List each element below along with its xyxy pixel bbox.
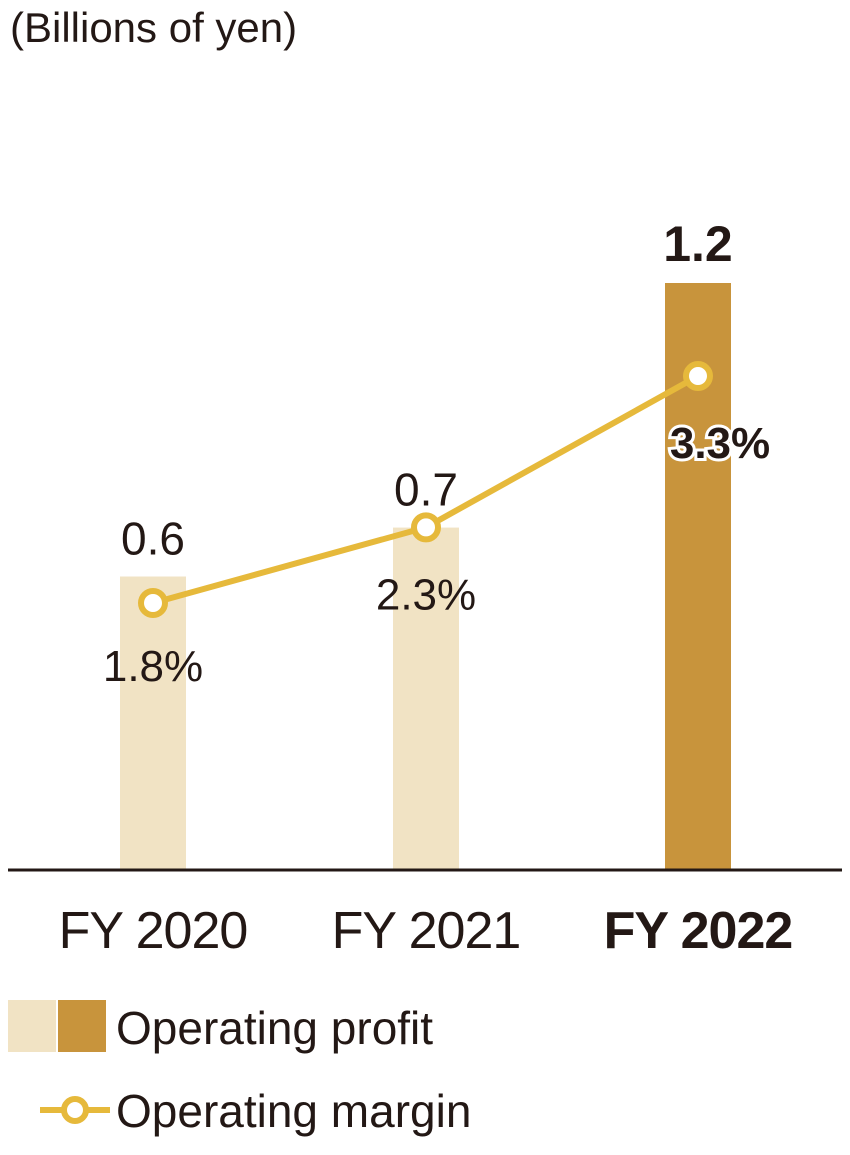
margin-point — [683, 361, 713, 392]
legend-line-dot — [61, 1096, 89, 1124]
bar-value-label: 1.2 — [663, 216, 733, 272]
category-label: FY 2021 — [332, 902, 521, 960]
bar-fy-2021 — [393, 527, 459, 870]
category-label: FY 2020 — [59, 902, 248, 960]
bars-group — [120, 283, 731, 870]
unit-label: (Billions of yen) — [10, 4, 297, 51]
labels-group: 0.6 FY 2020 0.7 FY 2021 1.2 FY 2022 1.8% 2.3% 3.… — [59, 216, 794, 960]
margin-point — [411, 512, 441, 543]
legend-swatch-dark — [58, 1000, 106, 1052]
category-label: FY 2022 — [604, 902, 793, 960]
legend-line-label: Operating margin — [116, 1085, 471, 1137]
margin-point — [138, 588, 168, 618]
margin-line-group — [138, 361, 713, 618]
legend-bar-label: Operating profit — [116, 1002, 433, 1054]
bar-value-label: 0.7 — [394, 464, 458, 516]
bar-fy-2020 — [120, 576, 186, 870]
margin-value-label: 1.8% — [103, 642, 203, 691]
margin-value-label: 3.3% — [670, 419, 770, 468]
legend: Operating profit Operating margin — [8, 1000, 471, 1137]
legend-swatch-light — [8, 1000, 56, 1052]
margin-value-label: 2.3% — [376, 570, 476, 619]
bar-value-label: 0.6 — [121, 513, 185, 565]
